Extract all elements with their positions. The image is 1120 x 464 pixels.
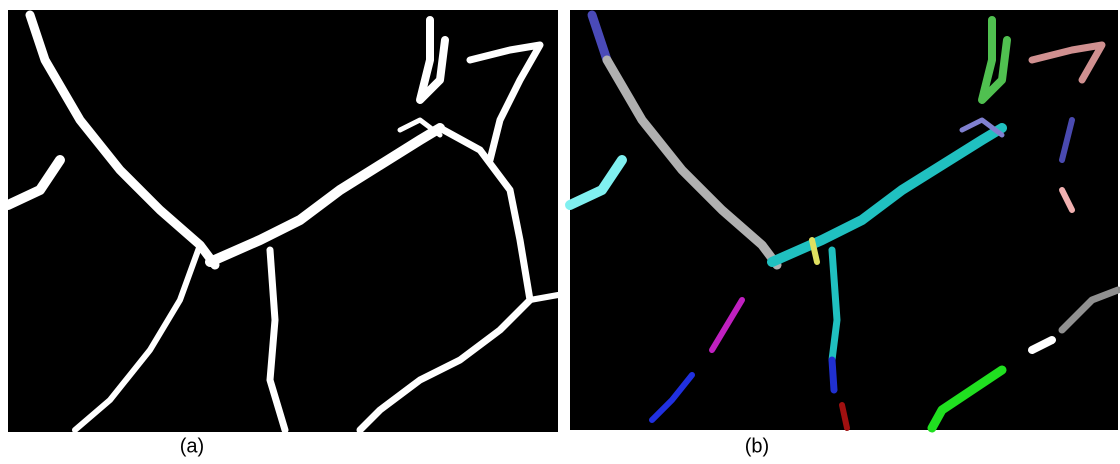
labelled-segments [565, 10, 1120, 433]
panel-b [565, 10, 1120, 433]
panel-background [8, 10, 558, 432]
panel-background [570, 10, 1118, 430]
caption: (a) [180, 435, 204, 457]
crack-mask [3, 10, 561, 434]
panel-a [3, 10, 561, 434]
caption: (b) [745, 435, 769, 457]
